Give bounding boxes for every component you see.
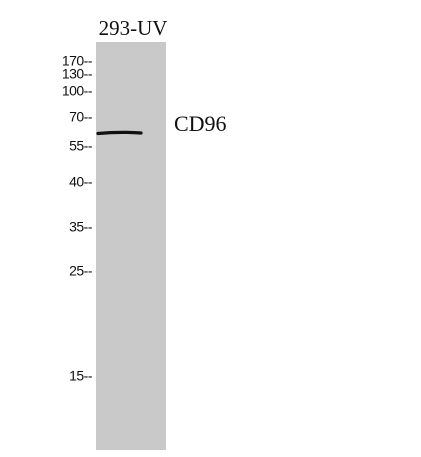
marker-label: 70-- [69,109,93,125]
lane [96,42,166,450]
marker-label: 100-- [62,83,93,99]
marker-label: 15-- [69,368,93,384]
band-label: CD96 [174,111,227,136]
marker-label: 130-- [62,66,93,82]
marker-label: 40-- [69,174,93,190]
marker-label: 35-- [69,219,93,235]
marker-label: 170-- [62,53,93,69]
marker-label: 55-- [69,138,93,154]
marker-label: 25-- [69,263,93,279]
lane-label: 293-UV [99,16,168,40]
band [96,130,143,136]
